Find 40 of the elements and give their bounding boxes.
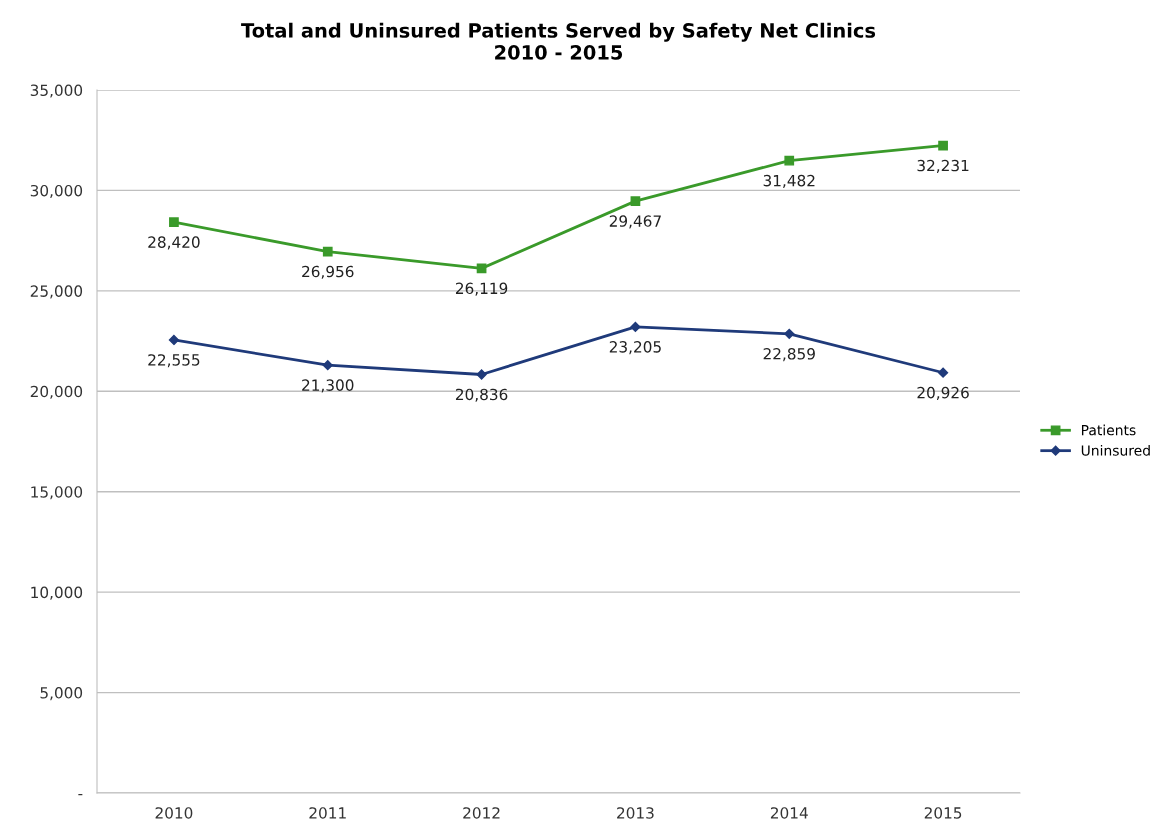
y-tick-label: 30,000 (30, 184, 83, 199)
x-tick-label: 2013 (617, 807, 654, 819)
data-label: 32,231 (917, 159, 969, 173)
data-label: 20,836 (455, 388, 508, 402)
legend-label: Uninsured (1081, 444, 1150, 456)
data-label: 31,482 (763, 174, 815, 188)
point (168, 334, 180, 346)
point (938, 140, 948, 151)
x-tick-label: 2010 (155, 807, 193, 819)
point (937, 367, 949, 378)
point (322, 246, 333, 257)
x-tick-label: 2015 (924, 807, 962, 819)
point (630, 321, 641, 333)
data-label: 22,555 (148, 354, 200, 368)
data-label: 26,119 (455, 282, 508, 296)
point (630, 196, 641, 206)
point (169, 217, 179, 228)
data-label: 20,926 (917, 386, 969, 400)
data-label: 26,956 (302, 265, 354, 279)
point (784, 155, 795, 166)
y-tick-label: 15,000 (31, 486, 83, 500)
y-tick-label: 5,000 (40, 687, 83, 701)
y-tick-label: 25,000 (30, 285, 83, 299)
x-tick-label: 2012 (463, 807, 500, 819)
point (784, 328, 795, 339)
data-label: 22,859 (763, 348, 815, 362)
x-tick-label: 2014 (770, 807, 808, 819)
y-tick-label: - (78, 794, 83, 796)
x-tick-label: 2011 (309, 807, 346, 819)
data-label: 28,420 (148, 236, 200, 250)
data-label: 23,205 (609, 341, 661, 355)
y-tick-label: 20,000 (30, 385, 83, 399)
y-tick-label: 35,000 (30, 84, 83, 98)
chart-title: Total and Uninsured Patients Served by Safety Net Clinics 2010 - 2015 (241, 22, 876, 60)
point (476, 369, 487, 380)
point (322, 360, 333, 371)
data-label: 29,467 (609, 215, 661, 229)
legend-label: Patients (1081, 424, 1136, 436)
data-label: 21,300 (302, 379, 354, 393)
y-tick-label: 10,000 (31, 586, 83, 600)
